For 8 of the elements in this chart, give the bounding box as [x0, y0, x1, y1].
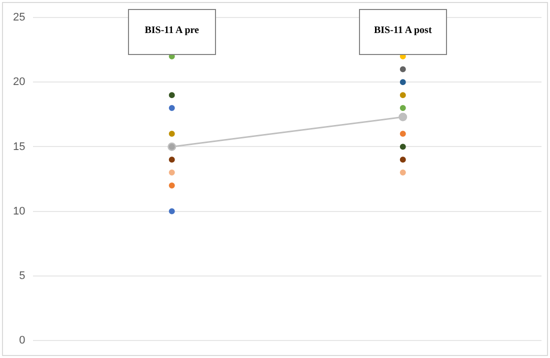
y-tick-label: 0 [19, 334, 26, 346]
y-tick-label: 10 [12, 205, 26, 218]
y-tick-label: 15 [12, 140, 26, 153]
x-tick-label: BIS-11 A post [372, 25, 433, 36]
y-tick-label: 20 [12, 76, 26, 88]
y-tick-label: 5 [19, 270, 26, 282]
y-tick-label: 25 [12, 12, 26, 24]
x-tick-label: BIS-11 A pre [144, 25, 200, 36]
